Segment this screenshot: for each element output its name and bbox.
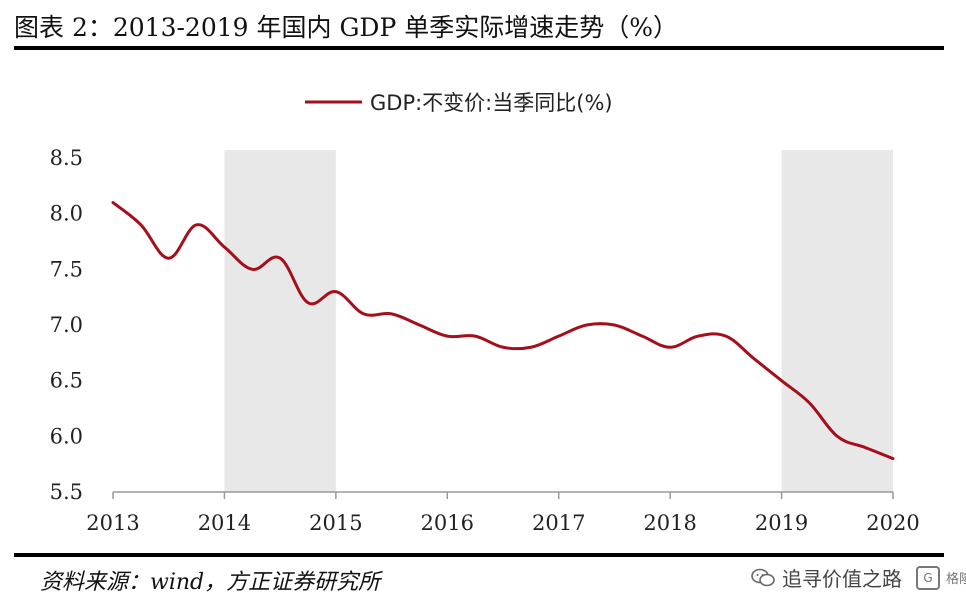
- x-tick-label: 2017: [532, 511, 585, 535]
- watermark-logo-icon: G: [916, 565, 940, 590]
- y-tick-label: 8.0: [50, 202, 83, 226]
- x-tick-label: 2020: [866, 511, 919, 535]
- legend: GDP:不变价:当季同比(%): [305, 91, 613, 115]
- y-tick-label: 7.5: [50, 257, 83, 281]
- x-tick-label: 2019: [755, 511, 808, 535]
- shaded-periods: [224, 150, 893, 492]
- x-tick-label: 2018: [643, 511, 696, 535]
- source-note: 资料来源：wind，方正证券研究所: [40, 570, 381, 595]
- legend-label: GDP:不变价:当季同比(%): [370, 91, 613, 115]
- series-line-0: [111, 201, 895, 461]
- y-tick-label: 5.5: [50, 480, 83, 504]
- watermark-logo-text: 格隆汇: [946, 572, 966, 587]
- x-tick-label: 2015: [309, 511, 362, 535]
- shaded-period-0: [224, 150, 336, 492]
- y-tick-label: 6.5: [50, 369, 83, 393]
- watermark: 追寻价值之路 G 格隆汇: [750, 563, 966, 592]
- series-lines: [111, 201, 895, 461]
- top-rule: [14, 46, 944, 50]
- y-tick-label: 8.5: [50, 146, 83, 170]
- x-tick-label: 2013: [86, 511, 139, 535]
- page-title: 图表 2：2013-2019 年国内 GDP 单季实际增速走势（%）: [14, 13, 678, 42]
- axes: 2013 2014 2015 2016 2017 2018 2019 2020 5.5 6.0 6.…: [50, 146, 920, 535]
- watermark-text: 追寻价值之路: [782, 567, 902, 591]
- shaded-period-1: [781, 150, 893, 492]
- x-tick-label: 2016: [421, 511, 474, 535]
- wechat-icon: [751, 568, 775, 586]
- bottom-rule: [14, 553, 944, 557]
- x-tick-label: 2014: [198, 511, 251, 535]
- y-tick-label: 7.0: [50, 313, 83, 337]
- y-tick-label: 6.0: [50, 424, 83, 448]
